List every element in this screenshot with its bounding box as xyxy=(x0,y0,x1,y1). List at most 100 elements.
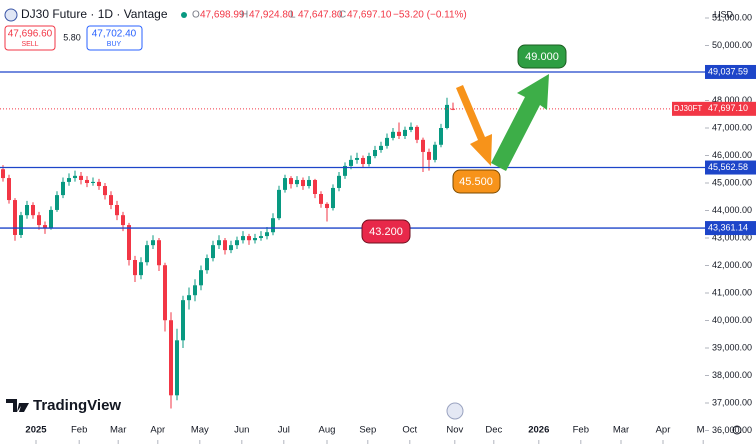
ohlc-value: 47,647.80 xyxy=(298,10,343,21)
candle-body xyxy=(97,181,101,187)
last-price-label: 47,697.10 xyxy=(708,103,748,113)
candle-body xyxy=(289,178,293,185)
x-tick-label: Feb xyxy=(573,425,589,436)
candle-body xyxy=(355,157,359,160)
candle-body xyxy=(397,131,401,136)
target-label: 49.000 xyxy=(525,51,559,63)
candle-body xyxy=(7,178,11,201)
candle-body xyxy=(325,203,329,209)
down-arrow xyxy=(456,85,492,166)
candle-body xyxy=(439,128,443,145)
candle-body xyxy=(103,186,107,196)
candle-body xyxy=(253,238,257,241)
y-tick-label: 48,000.00 xyxy=(712,95,752,105)
support-box xyxy=(361,219,411,244)
y-tick-label: 47,000.00 xyxy=(712,122,752,132)
x-tick-label: Sep xyxy=(359,425,376,436)
y-tick-label: 43,000.00 xyxy=(712,232,752,242)
candle-body xyxy=(193,285,197,296)
candle-body xyxy=(241,236,245,241)
ohlc-key: C xyxy=(339,10,346,21)
pullback-label: 45.500 xyxy=(459,176,493,188)
sell-button[interactable] xyxy=(4,25,56,51)
y-tick-label: 36,000.00 xyxy=(712,425,752,435)
candle-body xyxy=(73,175,77,179)
candle-body xyxy=(133,260,137,276)
candle-body xyxy=(61,181,65,196)
event-flag[interactable] xyxy=(446,402,464,420)
candle-body xyxy=(175,340,179,396)
pullback-box xyxy=(452,169,501,194)
candle-body xyxy=(367,156,371,165)
candle-body xyxy=(343,165,347,176)
plot-area: 2025 Feb Mar Apr May Jun Jul Aug Sep Oct Nov Dec 202… xyxy=(0,71,711,444)
buy-button[interactable] xyxy=(86,25,143,51)
trade-panel: 47,696.60 SELL 5.80 47,702.40 BUY xyxy=(4,25,143,51)
y-tick-label: 46,000.00 xyxy=(712,150,752,160)
symbol-tag xyxy=(672,101,705,116)
candle-body xyxy=(385,137,389,146)
candle-body xyxy=(31,205,35,216)
x-tick-label: Dec xyxy=(485,425,502,436)
candle-body xyxy=(313,179,317,194)
candle-body xyxy=(85,179,89,183)
candle-body xyxy=(421,139,425,152)
candle-body xyxy=(55,195,59,210)
candle-body xyxy=(277,189,281,219)
y-tick-label: 39,000.00 xyxy=(712,342,752,352)
candle-body xyxy=(307,179,311,187)
ohlc-value: 47,698.99 xyxy=(200,10,245,21)
ohlc-value: 47,924.80 xyxy=(249,10,294,21)
settings-icon[interactable] xyxy=(732,425,742,435)
candle-body xyxy=(391,131,395,138)
change: −53.20 (−0.11%) xyxy=(393,10,467,21)
candle-body xyxy=(145,245,149,263)
candle-body xyxy=(235,240,239,246)
y-tick-label: 45,000.00 xyxy=(712,177,752,187)
candle-body xyxy=(331,187,335,209)
candle-body xyxy=(109,195,113,205)
x-tick-label: Feb xyxy=(71,425,87,436)
support-label: 43.200 xyxy=(369,226,403,238)
candle-body xyxy=(415,126,419,140)
candle-body xyxy=(139,262,143,276)
spread: 5.80 xyxy=(63,32,81,42)
candle-body xyxy=(43,225,47,229)
candle-body xyxy=(37,215,41,226)
candle-body xyxy=(163,265,167,321)
price-line-label: 49,037.59 xyxy=(708,66,748,76)
axis-labels: 36,000.00 37,000.00 38,000.00 39,000.00 40,0… xyxy=(672,12,756,435)
logo-icon xyxy=(6,399,29,412)
header: DJ30 Future · 1D · Vantage O 47,698.99H 47… xyxy=(4,7,467,22)
x-tick-label: Ma xyxy=(697,425,711,436)
x-tick-label: Oct xyxy=(402,425,417,436)
candle-body xyxy=(1,169,5,179)
buy-price: 47,702.40 xyxy=(92,29,137,40)
ohlc-key: H xyxy=(241,10,248,21)
x-tick-label: Mar xyxy=(613,425,629,436)
flag-icon xyxy=(4,8,18,22)
candle-body xyxy=(19,215,23,235)
up-arrow xyxy=(491,74,549,171)
candle-body xyxy=(169,320,173,396)
candle-body xyxy=(403,129,407,136)
candle-body xyxy=(157,240,161,266)
arrows xyxy=(456,74,549,171)
x-tick-label: Apr xyxy=(656,425,671,436)
brand-name: TradingView xyxy=(33,397,121,414)
branding: TradingView xyxy=(6,397,121,414)
candle-body xyxy=(361,157,365,165)
y-tick-label: 38,000.00 xyxy=(712,370,752,380)
candle-body xyxy=(13,200,17,235)
candle-body xyxy=(265,232,269,237)
target-box xyxy=(517,44,567,69)
price-line-tag xyxy=(705,160,756,175)
y-tick-label: 44,000.00 xyxy=(712,205,752,215)
candle-body xyxy=(151,240,155,246)
candle-body xyxy=(427,151,431,160)
candle-body xyxy=(229,245,233,251)
candle-body xyxy=(373,150,377,157)
x-tick-label: Jun xyxy=(234,425,249,436)
sell-label: SELL xyxy=(21,41,38,48)
